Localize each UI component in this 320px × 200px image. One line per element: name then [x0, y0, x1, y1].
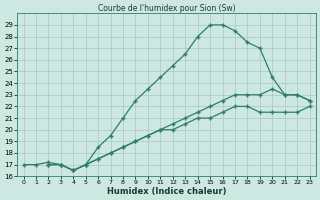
- Title: Courbe de l'humidex pour Sion (Sw): Courbe de l'humidex pour Sion (Sw): [98, 4, 236, 13]
- X-axis label: Humidex (Indice chaleur): Humidex (Indice chaleur): [107, 187, 226, 196]
